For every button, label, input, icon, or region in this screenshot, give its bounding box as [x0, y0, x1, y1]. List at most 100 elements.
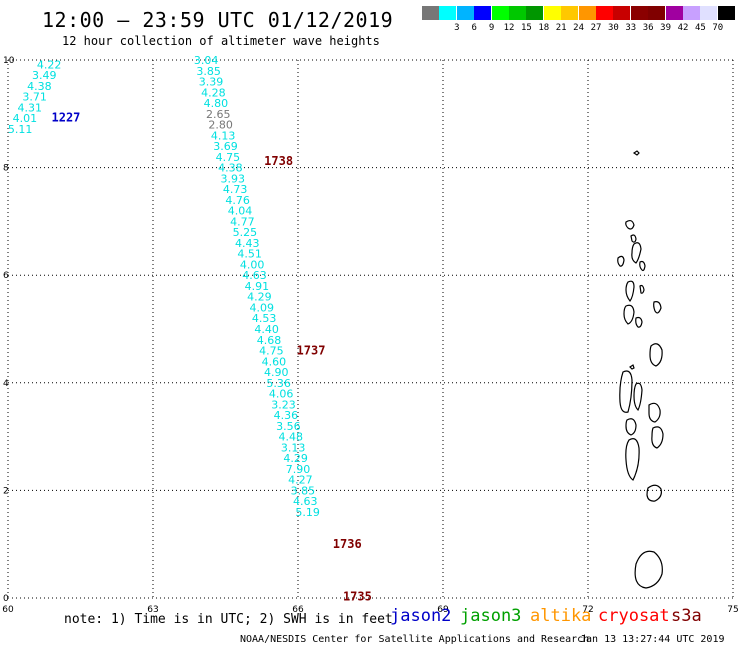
island-coastline — [646, 484, 662, 502]
swh-value: 4.27 — [288, 474, 313, 487]
map-title: 12:00 – 23:59 UTC 01/12/2019 — [42, 8, 394, 32]
color-scale-label: 36 — [642, 23, 654, 33]
island-coastline — [633, 382, 643, 412]
color-scale-label: 12 — [503, 23, 515, 33]
color-scale-label: 18 — [538, 23, 550, 33]
island-coastline — [625, 418, 637, 436]
y-tick-label: 2 — [3, 486, 9, 496]
swh-value: 4.36 — [274, 409, 299, 422]
color-scale-label: 39 — [660, 23, 672, 33]
swh-value: 5.25 — [233, 226, 258, 239]
x-tick-label: 75 — [727, 605, 738, 615]
swh-value: 3.85 — [291, 484, 316, 497]
pass-time-label: 1737 — [297, 344, 326, 358]
satellite-legend-cryosat: cryosat — [598, 606, 670, 626]
color-scale-swatch — [491, 6, 509, 20]
swh-value: 5.11 — [8, 123, 33, 136]
swh-value: 2.65 — [206, 108, 231, 121]
x-tick-label: 69 — [437, 605, 449, 615]
color-scale-swatch — [561, 6, 579, 20]
x-tick-label: 60 — [2, 605, 14, 615]
color-scale-swatch — [456, 6, 474, 20]
swh-value: 4.43 — [235, 237, 260, 250]
swh-value: 4.28 — [201, 86, 226, 99]
y-tick-label: 0 — [3, 594, 9, 604]
y-tick-label: 8 — [3, 164, 9, 174]
footer-note: note: 1) Time is in UTC; 2) SWH is in fe… — [64, 612, 393, 627]
y-tick-label: 6 — [3, 271, 9, 281]
color-scale-swatch — [439, 6, 457, 20]
swh-value: 4.06 — [269, 388, 294, 401]
swh-value: 3.13 — [281, 441, 306, 454]
island-coastline — [629, 364, 635, 370]
swh-value: 4.38 — [27, 80, 52, 93]
swh-value: 5.19 — [295, 506, 320, 519]
island-coastline — [634, 550, 663, 589]
swh-value: 4.38 — [218, 162, 243, 175]
swh-value: 4.13 — [211, 129, 236, 142]
color-scale-label: 9 — [488, 23, 495, 33]
color-scale-label: 3 — [454, 23, 460, 33]
swh-value: 4.80 — [204, 97, 229, 110]
color-scale-label: 30 — [607, 23, 619, 33]
swh-value: 7.90 — [286, 463, 311, 476]
island-coastline — [631, 242, 642, 264]
color-scale-label: 33 — [625, 23, 637, 33]
color-scale-swatch — [543, 6, 561, 20]
color-scale-label: 27 — [590, 23, 602, 33]
island-coastline — [639, 284, 645, 294]
swh-value: 4.90 — [264, 366, 289, 379]
swh-value: 4.53 — [252, 312, 277, 325]
island-coastline — [632, 150, 640, 156]
swh-value: 3.71 — [22, 91, 47, 104]
swh-value: 4.73 — [223, 183, 248, 196]
island-coastline — [639, 260, 646, 272]
color-scale-swatch — [648, 6, 666, 20]
swh-value: 4.91 — [245, 280, 270, 293]
swh-value: 4.22 — [37, 58, 62, 71]
x-tick-label: 72 — [582, 605, 593, 615]
island-coastline — [649, 343, 663, 367]
color-scale-label: 70 — [712, 23, 724, 33]
satellite-legend-jason3: jason3 — [460, 606, 522, 626]
color-scale-label: 42 — [677, 23, 689, 33]
swh-value: 3.56 — [276, 420, 301, 433]
swh-value: 3.93 — [221, 172, 246, 185]
color-scale-swatch — [509, 6, 526, 20]
island-coastline — [651, 426, 664, 449]
swh-value: 3.39 — [199, 76, 224, 89]
color-scale-label: 45 — [694, 23, 706, 33]
y-tick-label: 4 — [3, 379, 9, 389]
pass-time-label: 1735 — [343, 589, 372, 603]
y-tick-label: 10 — [3, 56, 15, 66]
color-scale-swatch — [422, 6, 439, 20]
island-coastline — [623, 304, 635, 325]
swh-value: 5.36 — [266, 377, 291, 390]
swh-value: 4.29 — [283, 452, 308, 465]
color-scale-swatch — [630, 6, 648, 20]
pass-time-label: 1736 — [333, 537, 362, 551]
swh-value: 3.69 — [213, 140, 238, 153]
swh-value: 4.76 — [225, 194, 250, 207]
swh-value: 2.80 — [208, 119, 233, 132]
swh-value: 4.63 — [293, 495, 318, 508]
island-coastline — [648, 402, 661, 423]
swh-value: 4.48 — [279, 431, 304, 444]
color-scale-swatch — [596, 6, 613, 20]
pass-time-label: 1738 — [264, 154, 293, 168]
map-subtitle: 12 hour collection of altimeter wave hei… — [62, 34, 380, 48]
color-scale-swatch — [665, 6, 683, 20]
swh-value: 4.63 — [242, 269, 267, 282]
swh-value: 4.01 — [13, 112, 38, 125]
swh-value: 3.23 — [271, 398, 296, 411]
island-coastline — [617, 255, 625, 267]
swh-value: 4.31 — [18, 101, 43, 114]
satellite-legend-altika: altika — [530, 606, 592, 626]
swh-value: 4.51 — [237, 248, 262, 261]
swh-value: 4.77 — [230, 215, 255, 228]
island-coastline — [635, 316, 643, 328]
swh-value: 4.29 — [247, 291, 272, 304]
color-scale-swatch — [700, 6, 718, 20]
swh-value: 4.00 — [240, 258, 265, 271]
